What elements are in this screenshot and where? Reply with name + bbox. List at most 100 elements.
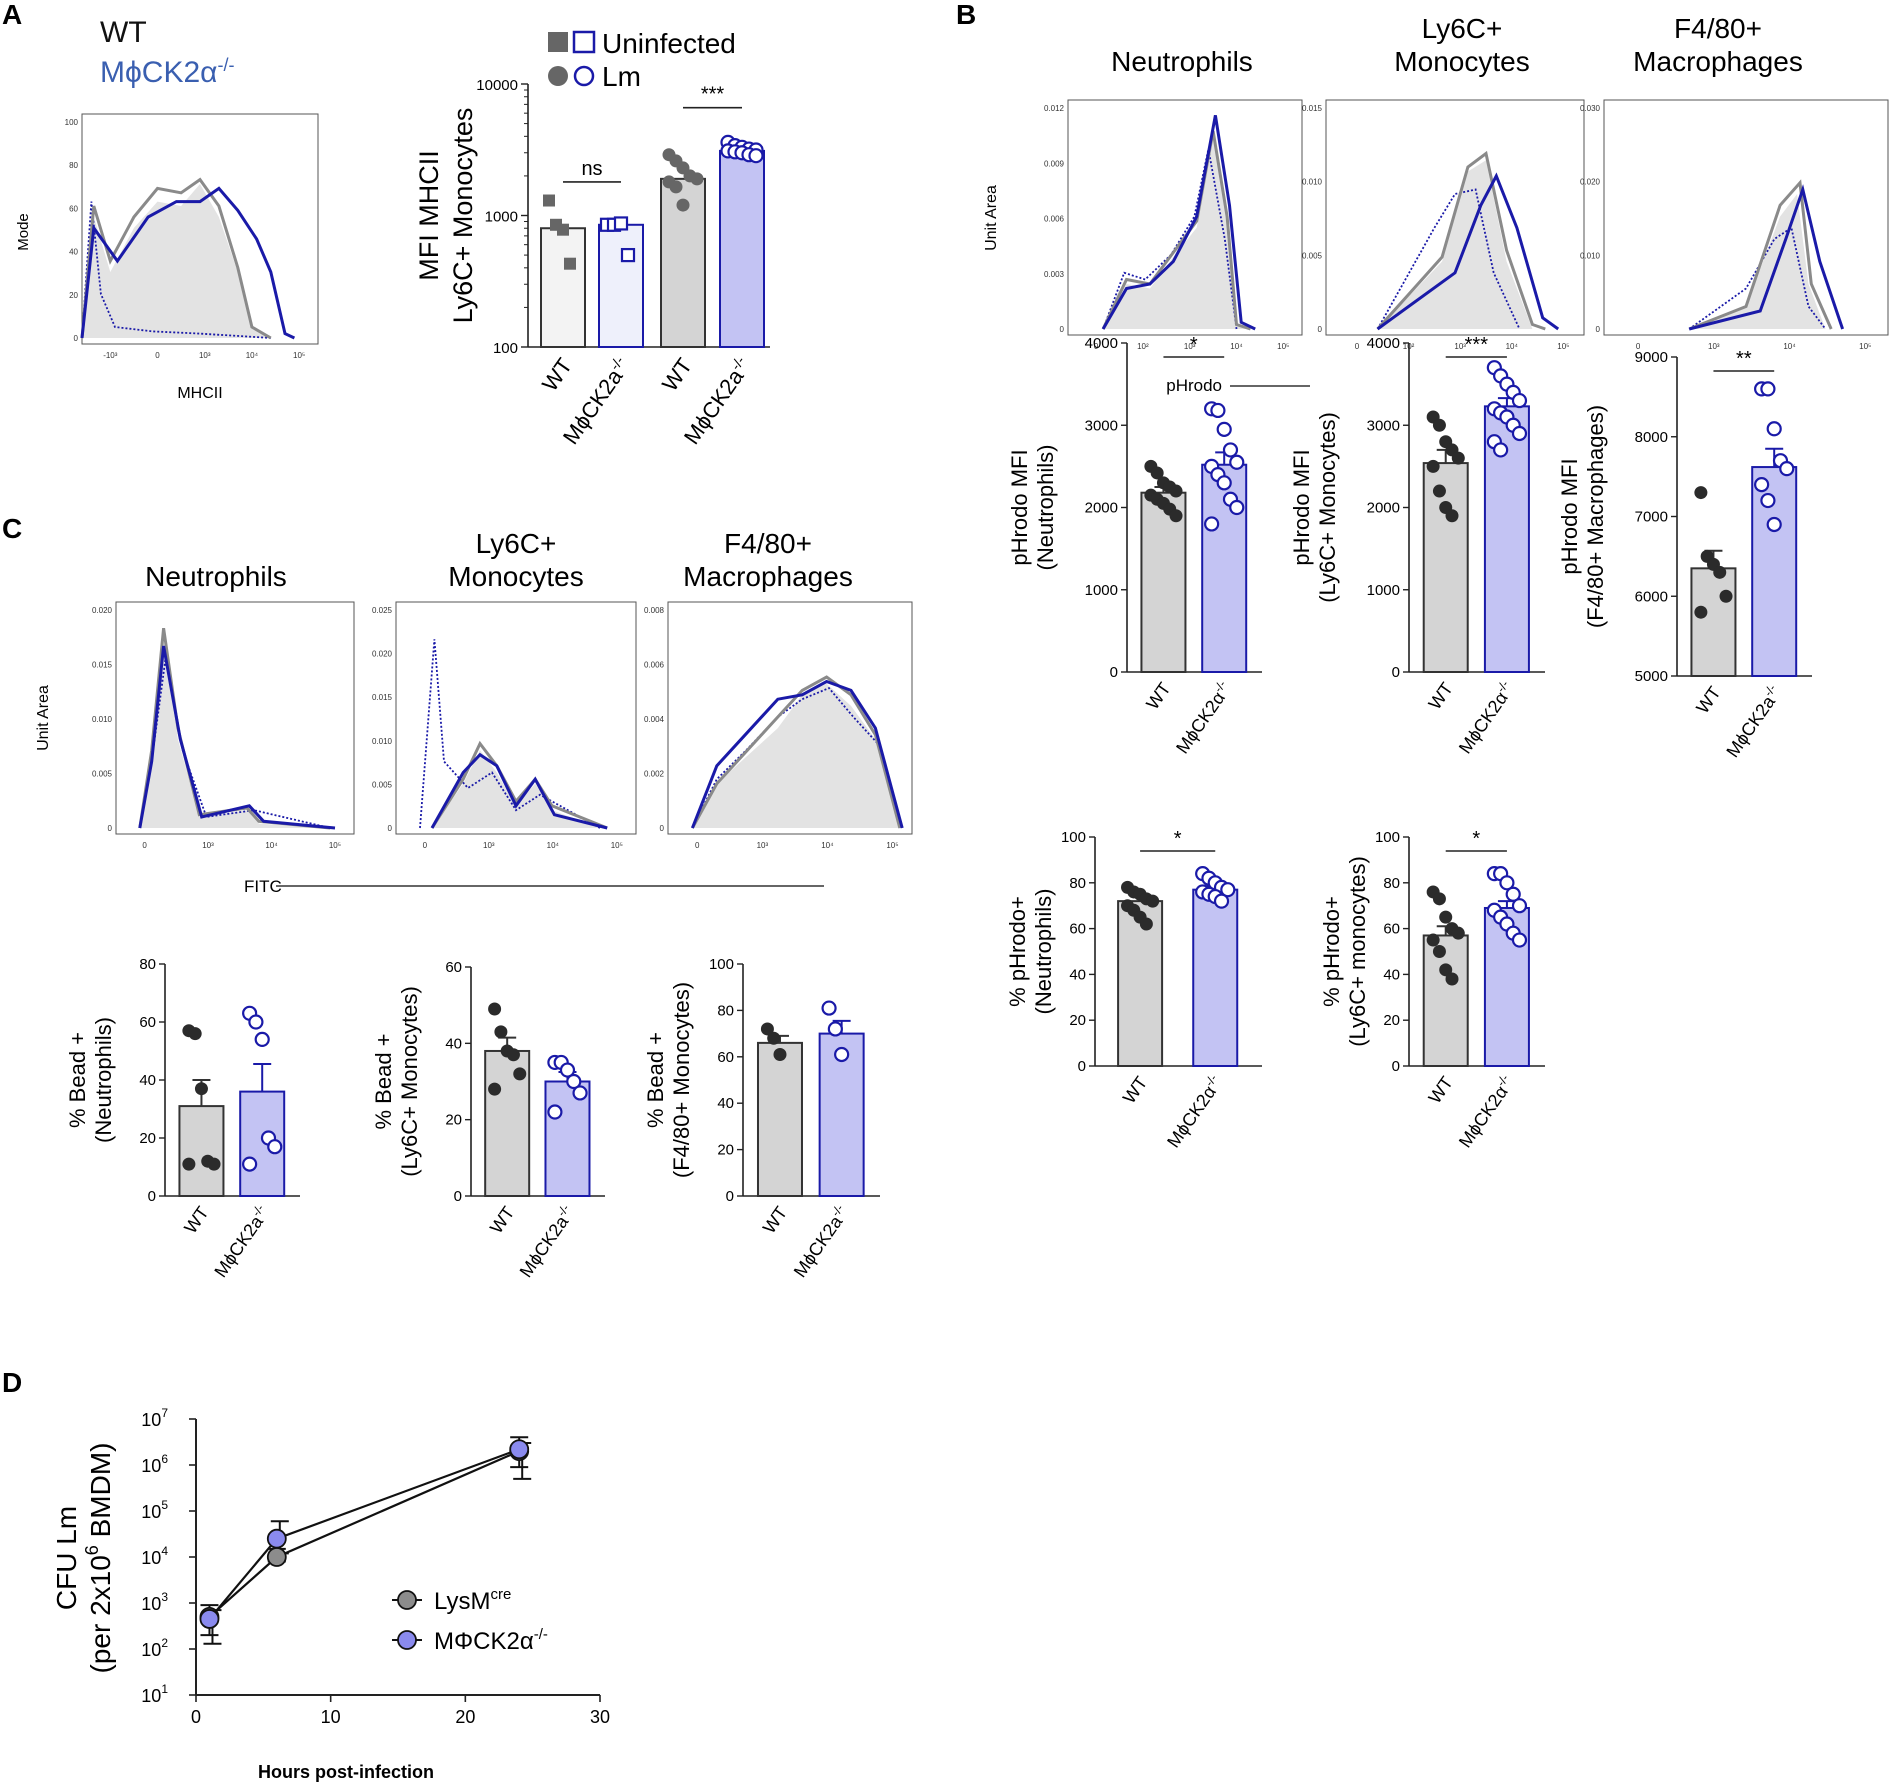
y-tick-label: 60 [1069, 921, 1086, 938]
y-tick-exp: 1 [161, 1682, 168, 1696]
bar-wt [756, 1041, 803, 1197]
data-point [760, 1022, 774, 1036]
y-tick-label: 100 [1061, 829, 1086, 846]
data-point [1439, 963, 1453, 977]
y-tick-label: 5000 [1635, 668, 1668, 685]
histo-xtick: 10⁵ [1859, 342, 1871, 351]
legend-label: MΦCK2α-/- [434, 1626, 548, 1655]
panel-label-b: B [956, 0, 976, 30]
data-point [1694, 486, 1708, 500]
bar-wt [1117, 900, 1164, 1067]
data-point [566, 1073, 582, 1090]
data-point [1432, 484, 1446, 498]
histo-xtick: 10⁵ [1557, 342, 1569, 351]
histogram-C-monocytes: 0.025 0.020 0.015 0.010 0.005 0 0 10³ 10⁴ 10⁵ [372, 606, 623, 850]
x-category-wt: WT [1692, 683, 1724, 717]
y-axis-label-part: (per 2x10 [85, 1555, 116, 1673]
y-tick-label: 102 [141, 1636, 168, 1660]
legend-lm: Lm [602, 61, 641, 92]
histo-b-macrophages: F4/80+ Macrophages [1603, 13, 1889, 336]
data-point [1426, 459, 1440, 473]
data-point [1451, 926, 1465, 940]
y-tick-exp: 7 [161, 1406, 168, 1420]
y-tick-label: 105 [141, 1498, 168, 1522]
histo-xtick: 0 [155, 351, 160, 360]
y-tick-label: 40 [1383, 966, 1400, 983]
y-tick-label: 3000 [1085, 417, 1118, 434]
histo-xtick: 0 [1094, 342, 1099, 351]
panel-label-c: C [2, 513, 22, 544]
y-tick-label: 100 [1375, 829, 1400, 846]
data-point [821, 1000, 837, 1016]
histo-ytick: 0.003 [1044, 270, 1065, 279]
data-point [559, 1062, 576, 1078]
x-category-ko-name: MϕCK2α [1172, 688, 1229, 757]
histo-trace-ko [80, 186, 296, 340]
bar-panel-B-pHrodo-neutrophils: 0 1000 2000 3000 4000 pHrodo MFI (Neutrophils)… [1007, 334, 1262, 757]
histo-xtick: 10⁵ [293, 351, 305, 360]
data-point-circle [690, 172, 704, 186]
bar-wt [1422, 934, 1469, 1067]
y-axis-label: (Ly6C+ monocytes) [1345, 856, 1370, 1047]
histo-trace-ko-dotted [1688, 226, 1827, 330]
significance-label: *** [1465, 334, 1489, 356]
histo-ytick: 0 [74, 334, 79, 343]
data-point [1426, 933, 1440, 947]
y-tick-label: 10000 [476, 77, 518, 94]
x-tick-label: 30 [590, 1707, 610, 1727]
histo-fill-area [139, 639, 331, 828]
y-axis-label: % pHrodo+ [1005, 896, 1030, 1007]
significance-label: ** [1736, 348, 1752, 370]
histo-xtick: 0 [1636, 342, 1641, 351]
legend-circle-filled [548, 66, 568, 86]
legend-marker [397, 1630, 417, 1650]
y-tick-label: 1000 [1367, 582, 1400, 599]
data-point [1445, 972, 1459, 986]
histo-ytick: 0.030 [1580, 104, 1601, 113]
histo-xtick: 10³ [1708, 342, 1720, 351]
x-category-ko-name: MϕCK2a [790, 1211, 847, 1281]
y-tick-label: 80 [1069, 875, 1086, 892]
data-point [767, 1031, 781, 1045]
histo-xtick: 10⁴ [821, 841, 834, 850]
x-category-ko: MϕCK2a-/- [788, 1202, 853, 1281]
histo-ytick: 0.006 [1044, 215, 1065, 224]
bar-wt [1422, 462, 1469, 673]
data-point [1222, 442, 1239, 458]
histo-b-xlabel: pHrodo [1166, 376, 1222, 395]
bar [540, 227, 586, 348]
x-category-wt: WT [759, 1203, 791, 1237]
histo-xtick: 0 [423, 841, 428, 850]
y-axis-label: pHrodo MFI [1007, 449, 1032, 565]
data-point [1213, 893, 1230, 909]
y-tick-label: 101 [141, 1682, 168, 1706]
histo-ytick: 0.010 [1580, 251, 1601, 260]
significance-label: *** [701, 84, 725, 106]
histo-xtick: 10³ [483, 841, 495, 850]
histo-c-neutrophils-title: Neutrophils [145, 561, 287, 592]
data-point [1445, 509, 1459, 523]
x-category-ko: MϕCK2a-/- [209, 1202, 274, 1281]
data-point [267, 1139, 283, 1155]
legend-square-filled [548, 32, 568, 52]
histo-trace-ko [1376, 172, 1560, 331]
y-tick-label: 40 [1069, 966, 1086, 983]
y-axis-label: (Ly6C+ Monocytes) [1315, 412, 1340, 603]
x-category-wt: WT [180, 1203, 212, 1237]
x-category-ko: MϕCK2a-/- [514, 1202, 579, 1281]
data-point-square [613, 216, 629, 231]
data-point [513, 1067, 527, 1081]
bar-panel-a-mhcii: 100 1000 10000 MFI MHCII Ly6C+ Monocytes ns **… [414, 77, 770, 449]
bar-wt [1690, 567, 1737, 678]
data-point [1511, 392, 1528, 409]
bar-panel-B-pHrodo-macrophages: 5000 6000 7000 8000 9000 pHrodo MFI (F4/80+ Ma… [1557, 348, 1812, 761]
y-tick-label: 20 [139, 1130, 156, 1147]
bar-panel-C-bead-neutrophils: 0 20 40 60 80 % Bead + (Neutrophils) WTMϕCK2a-/… [65, 956, 300, 1281]
x-category-ko-name: MϕCK2α [1455, 1082, 1512, 1151]
y-axis-label: % Bead + [65, 1032, 90, 1128]
data-point [1432, 945, 1446, 958]
data-point [207, 1157, 221, 1171]
data-point [1779, 461, 1795, 477]
